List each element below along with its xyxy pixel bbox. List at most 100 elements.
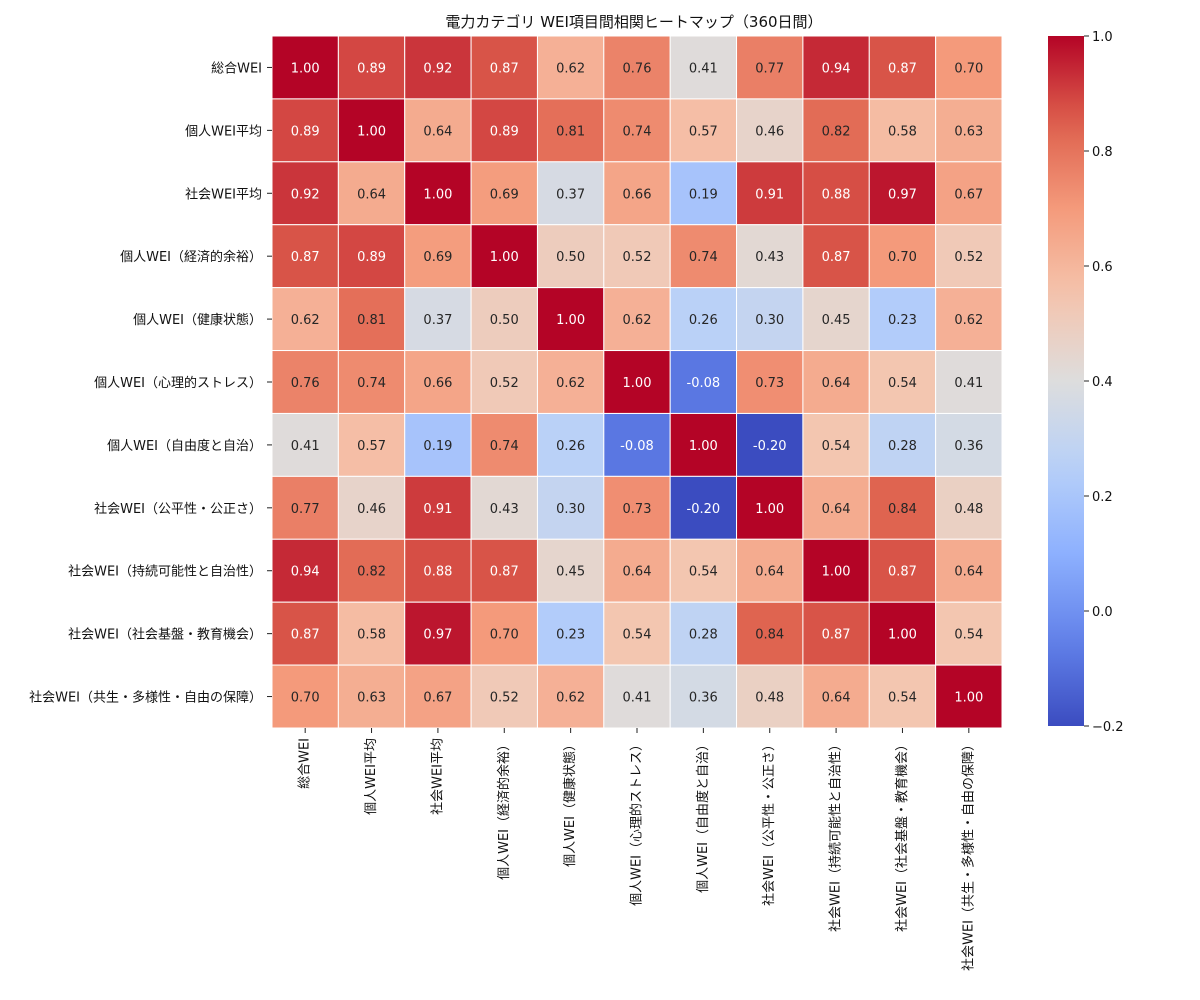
cell-value-label: 0.62 [291,313,320,328]
heatmap-cell [271,475,339,540]
heatmap-cell [536,287,605,352]
cell-value-label: 0.19 [423,439,452,454]
y-tick-label: 個人WEI（健康状態） [133,312,262,328]
heatmap-cell [802,538,870,603]
cell-value-label: 0.74 [623,124,652,139]
y-tick-label: 個人WEI平均 [185,124,262,139]
cell-value-label: 0.62 [954,313,983,328]
cell-value-label: 0.64 [623,565,652,580]
x-tick-label: 個人WEI（自由度と自治） [695,738,711,893]
heatmap-cell [935,287,1003,352]
heatmap-cell [802,664,870,729]
heatmap-cell [271,161,339,226]
cell-value-label: 0.69 [490,187,519,202]
heatmap-cell [802,161,870,226]
cell-value-label: 0.67 [954,187,983,202]
y-tick-label: 社会WEI（持続可能性と自治性） [68,564,262,580]
heatmap-cell [603,412,671,477]
heatmap-cell [669,412,738,477]
cell-value-label: 0.82 [822,124,851,139]
heatmap-cell [337,412,406,477]
y-tick-label: 社会WEI（社会基盤・教育機会） [68,627,262,643]
cell-value-label: 0.77 [755,61,784,76]
heatmap-cell [868,475,937,540]
cell-value-label: 0.36 [954,439,983,454]
cell-value-label: 0.54 [822,439,851,454]
cell-value-label: 0.87 [822,250,851,265]
y-tick-label: 総合WEI [211,61,262,76]
cell-value-label: 0.64 [954,565,983,580]
cell-value-label: 0.89 [291,124,320,139]
heatmap-cell [802,287,870,352]
x-tick-label: 社会WEI（共生・多様性・自由の保障） [960,738,976,971]
cell-value-label: 0.64 [423,124,452,139]
cell-value-label: 0.70 [291,691,320,706]
cell-value-label: 1.00 [490,250,519,265]
cell-value-label: 0.84 [755,628,784,643]
heatmap-cell [271,98,339,163]
heatmap-cell [337,35,406,100]
heatmap-cell [536,98,605,163]
heatmap-cell [603,601,671,666]
heatmap-cell [935,664,1003,729]
heatmap-cell [603,538,671,603]
cell-value-label: -0.20 [753,439,787,454]
cell-value-label: 0.73 [623,502,652,517]
cell-value-label: 1.00 [623,376,652,391]
cell-value-label: 0.87 [490,61,519,76]
x-tick-label: 社会WEI（社会基盤・教育機会） [894,738,910,932]
cell-value-label: 1.00 [423,187,452,202]
heatmap-cell [404,412,472,477]
cell-value-label: 0.19 [689,187,718,202]
cell-value-label: 0.54 [888,376,917,391]
cell-value-label: 0.26 [689,313,718,328]
cell-value-label: 0.87 [490,565,519,580]
cell-value-label: 1.00 [689,439,718,454]
cell-value-label: 0.45 [822,313,851,328]
cell-value-label: -0.08 [620,439,654,454]
heatmap-cell [536,224,605,289]
cell-value-label: 0.28 [888,439,917,454]
heatmap-cell [603,161,671,226]
cell-value-label: 0.74 [689,250,718,265]
cell-value-label: 0.62 [556,376,585,391]
cell-value-label: 0.76 [291,376,320,391]
cell-value-label: 0.73 [755,376,784,391]
y-tick-label: 個人WEI（自由度と自治） [107,438,262,454]
cell-value-label: 0.50 [556,250,585,265]
cell-value-label: 0.91 [755,187,784,202]
heatmap-cell [536,601,605,666]
cell-value-label: 0.54 [689,565,718,580]
cell-value-label: 0.62 [556,61,585,76]
heatmap-cell [802,412,870,477]
cell-value-label: 0.89 [357,250,386,265]
cell-value-label: 0.87 [888,61,917,76]
y-tick-label: 社会WEI（公平性・公正さ） [94,501,262,517]
cell-value-label: 1.00 [291,61,320,76]
cell-value-label: 0.46 [755,124,784,139]
cell-value-label: 0.92 [423,61,452,76]
heatmap-cell [935,98,1003,163]
cell-value-label: 0.81 [556,124,585,139]
colorbar-tick-label: −0.2 [1092,720,1124,735]
heatmap-cell [470,287,538,352]
cell-value-label: 0.66 [423,376,452,391]
cell-value-label: 0.77 [291,502,320,517]
cell-value-label: 0.57 [357,439,386,454]
cell-value-label: 0.91 [423,502,452,517]
cell-value-label: 0.30 [556,502,585,517]
heatmap-cell [404,538,472,603]
heatmap-cell [736,538,804,603]
heatmap-cell [404,601,472,666]
cell-value-label: 0.70 [954,61,983,76]
cell-value-label: 1.00 [556,313,585,328]
cell-value-label: 0.41 [689,61,718,76]
cell-value-label: 0.23 [888,313,917,328]
heatmap-cell [337,664,406,729]
cell-value-label: 0.67 [423,691,452,706]
heatmap-cell [470,412,538,477]
colorbar-tick-label: 0.6 [1092,260,1113,275]
x-tick-label: 総合WEI [298,738,313,789]
cell-value-label: 0.36 [689,691,718,706]
heatmap-cell [404,98,472,163]
